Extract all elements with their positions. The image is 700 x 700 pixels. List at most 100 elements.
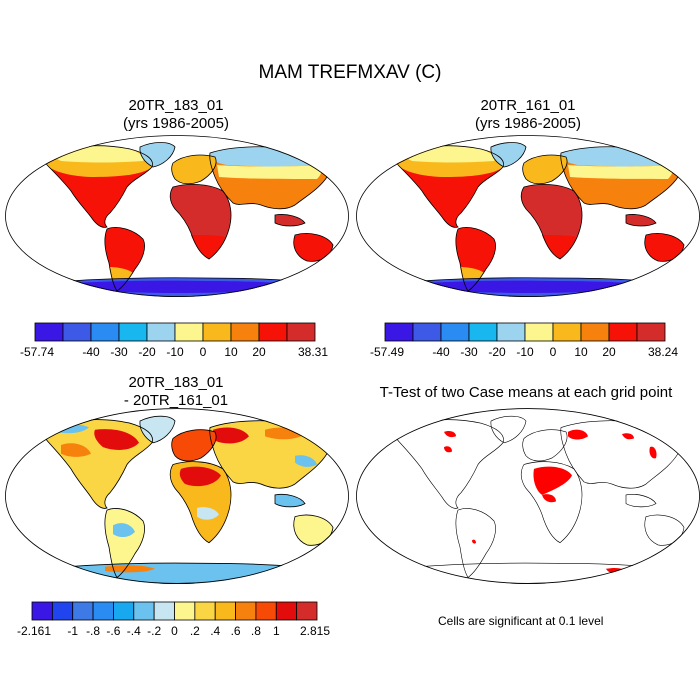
colorbar-1-swatch [258, 322, 288, 342]
map3-asia-cool [295, 455, 317, 467]
colorbar-1-swatch [34, 322, 64, 342]
map4-sig-africa-2 [542, 494, 556, 503]
colorbar-3-swatch [214, 601, 236, 621]
panel-3-title-line2: - 20TR_161_01 [123, 392, 229, 409]
colorbar-1-label: -40 [82, 345, 100, 359]
colorbar-2-swatch [440, 322, 470, 342]
colorbar-2-label: 38.24 [648, 345, 678, 359]
colorbar-2-label: -57.49 [370, 345, 404, 359]
map4-sig-asia [622, 433, 634, 440]
map4-sig-north-america [444, 431, 456, 438]
map3-greenland [139, 416, 175, 443]
colorbar-3-label: .8 [251, 624, 261, 638]
colorbar-1-swatch [230, 322, 260, 342]
colorbar-3-swatch [174, 601, 196, 621]
colorbar-2-label: -30 [460, 345, 478, 359]
colorbar-2-swatch [468, 322, 498, 342]
colorbar-3-swatch [31, 601, 53, 621]
colorbar-3-label: -2.161 [17, 624, 51, 638]
panel-3-title: 20TR_183_01 - 20TR_161_01 [20, 374, 332, 410]
map2-greenland [490, 142, 526, 167]
colorbar-3-swatch [133, 601, 155, 621]
map4-sig-south-america [472, 539, 476, 544]
panel-2-title: 20TR_161_01 (yrs 1986-2005) [372, 97, 684, 133]
map4-sig-africa [533, 466, 572, 495]
colorbar-3-label: .6 [231, 624, 241, 638]
colorbar-2-swatch [580, 322, 610, 342]
colorbar-1-swatch [62, 322, 92, 342]
map2-se-asia [626, 214, 656, 226]
map4-sig-north-america-2 [444, 446, 452, 453]
map2-asia-north [561, 146, 673, 167]
map3-africa-hot [179, 466, 221, 487]
colorbar-1-label: 20 [252, 345, 266, 359]
colorbar-3-swatch [72, 601, 94, 621]
colorbar-1-swatch [174, 322, 204, 342]
colorbar-2-swatch [384, 322, 414, 342]
map3-antarctica [25, 563, 335, 584]
colorbar-1-swatch [90, 322, 120, 342]
map3-australia [293, 514, 333, 546]
colorbar-3-label: -.6 [106, 624, 120, 638]
map3-europe [171, 429, 217, 462]
map4-sig-east-asia [649, 446, 657, 459]
map-panel-3 [5, 408, 349, 584]
colorbar-2-swatch [608, 322, 638, 342]
colorbar-3-swatch [255, 601, 277, 621]
colorbar-3-swatch [194, 601, 216, 621]
map3-antarctica-warm [105, 565, 155, 573]
colorbar-2-swatch [552, 322, 582, 342]
colorbar-3-swatch [113, 601, 135, 621]
colorbar-3-label: -1 [67, 624, 78, 638]
panel-1-title: 20TR_183_01 (yrs 1986-2005) [20, 97, 332, 133]
map2-australia [644, 233, 684, 262]
panel-1-title-line2: (yrs 1986-2005) [123, 115, 229, 132]
map4-sig-europe [568, 429, 588, 440]
map1-se-asia [275, 214, 305, 226]
colorbar-3-swatch [153, 601, 175, 621]
colorbar-1-swatch [286, 322, 316, 342]
map1-greenland [139, 142, 175, 167]
colorbar-3-label: .4 [210, 624, 220, 638]
colorbar-3-swatch [275, 601, 298, 621]
panel-4-title: T-Test of two Case means at each grid po… [379, 384, 673, 401]
colorbar-3-label: -.8 [86, 624, 100, 638]
colorbar-1-label: 38.31 [298, 345, 328, 359]
map3-border [5, 408, 349, 584]
colorbar-1-swatch [146, 322, 176, 342]
colorbar-3-label: 1 [273, 624, 280, 638]
colorbar-2-label: -40 [432, 345, 450, 359]
colorbar-1-label: 10 [224, 345, 238, 359]
colorbar-1-label: -10 [166, 345, 184, 359]
map3-north-america-warm [61, 443, 91, 457]
colorbar-3-label: 2.815 [300, 624, 330, 638]
colorbar-3-label: .2 [190, 624, 200, 638]
map3-south-america-cool [113, 523, 135, 538]
colorbar-2-swatch [496, 322, 526, 342]
map-panel-4 [356, 408, 700, 584]
colorbar-2-swatch [412, 322, 442, 342]
map3-north-america-hot [94, 429, 139, 450]
colorbar-1-label: 0 [200, 345, 207, 359]
map1-asia-mid [217, 165, 322, 179]
colorbar-2-swatch [636, 322, 666, 342]
colorbar-2-label: 0 [550, 345, 557, 359]
colorbar-1-swatch [202, 322, 232, 342]
map2-asia-mid [568, 165, 673, 179]
colorbar-2-swatch [524, 322, 554, 342]
map3-africa-cool [197, 507, 219, 520]
panel-2-title-line1: 20TR_161_01 [480, 97, 576, 114]
map3-se-asia [275, 494, 305, 507]
colorbar-panel-2: -57.49 -40 -30 -20 -10 0 10 20 38.24 [370, 322, 678, 359]
colorbar-2-label: -10 [516, 345, 534, 359]
significance-note: Cells are significant at 0.1 level [438, 614, 604, 628]
colorbar-3-swatch [235, 601, 257, 621]
colorbar-2-label: 10 [574, 345, 588, 359]
colorbar-1-swatch [118, 322, 148, 342]
colorbar-3-label: 0 [171, 624, 178, 638]
colorbar-3-label: -.2 [147, 624, 161, 638]
map-panel-1 [5, 135, 349, 297]
colorbar-2-label: -20 [488, 345, 506, 359]
map1-asia-north [210, 146, 322, 167]
colorbar-3-swatch [92, 601, 114, 621]
